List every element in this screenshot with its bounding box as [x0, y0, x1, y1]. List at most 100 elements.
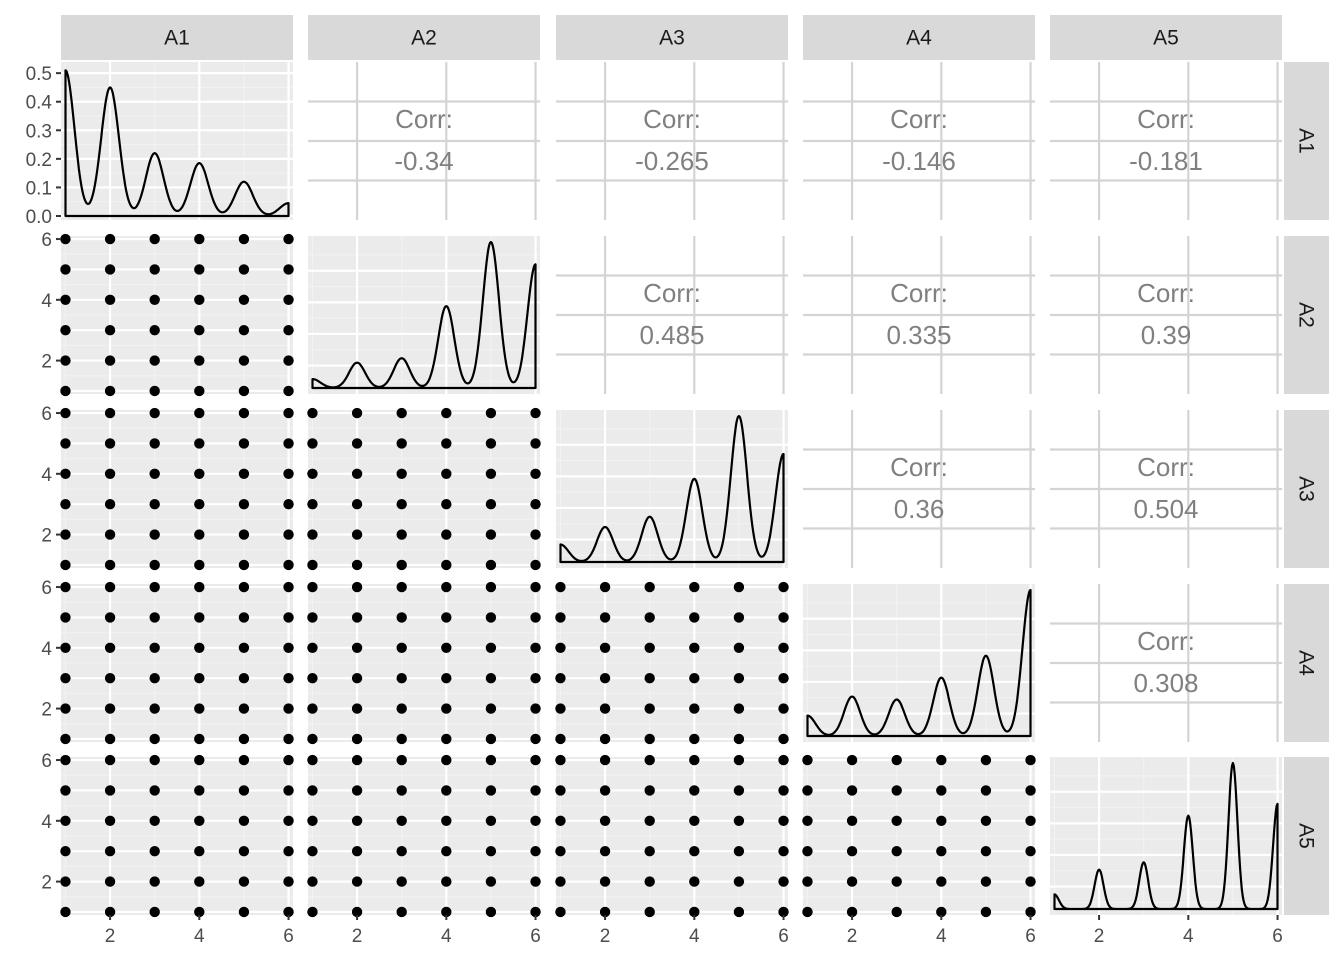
scatter-point	[194, 785, 205, 796]
corr-label: Corr:	[643, 104, 701, 134]
x-tick-label: 2	[600, 926, 611, 947]
scatter-point	[104, 385, 116, 397]
scatter-point	[441, 438, 452, 449]
scatter-point	[396, 612, 407, 623]
scatter-point	[485, 438, 497, 449]
row-strip-A4	[1284, 584, 1329, 742]
scatter-point	[60, 438, 71, 449]
scatter-point	[441, 498, 452, 510]
column-strip-A3	[556, 15, 788, 60]
scatter-point	[194, 733, 205, 745]
scatter-point	[238, 498, 250, 510]
scatter-point	[891, 785, 902, 796]
scatter-point	[485, 581, 497, 593]
column-strip-A5	[1050, 15, 1282, 60]
scatter-point	[238, 529, 250, 540]
scatter-point	[149, 845, 160, 857]
scatter-point	[60, 581, 71, 593]
column-strip-A2	[308, 15, 540, 60]
x-tick-label: 4	[936, 926, 947, 947]
scatter-point	[238, 815, 250, 827]
scatter-point	[104, 407, 116, 419]
scatter-point	[733, 785, 745, 796]
scatter-point	[599, 642, 611, 654]
scatter-point	[530, 754, 541, 766]
scatter-point	[307, 703, 318, 714]
scatter-point	[60, 876, 71, 887]
scatter-point	[194, 845, 205, 857]
scatter-point	[891, 845, 902, 857]
scatter-point	[936, 815, 947, 827]
row-strip-label-A5: A5	[1295, 823, 1318, 849]
scatter-point	[283, 733, 294, 745]
scatter-point	[283, 703, 294, 714]
density-curve-A4	[806, 588, 1032, 738]
scatter-point	[104, 233, 116, 245]
x-tick-label: 2	[847, 926, 858, 947]
scatter-point	[644, 642, 655, 654]
corr-value: -0.146	[882, 146, 956, 176]
scatter-point	[441, 876, 452, 887]
scatter-point	[778, 815, 789, 827]
scatter-point	[530, 468, 541, 480]
scatter-point	[936, 754, 947, 766]
scatter-point	[530, 529, 541, 540]
scatter-point	[980, 876, 992, 887]
scatter-point	[980, 815, 992, 827]
y-tick-label: 6	[41, 751, 52, 772]
scatter-point	[149, 642, 160, 654]
scatter-point	[238, 294, 250, 306]
scatter-point	[104, 529, 116, 540]
scatter-point	[104, 876, 116, 887]
scatter-point	[351, 672, 363, 684]
scatter-point	[238, 785, 250, 796]
scatter-point	[194, 581, 205, 593]
panel-A2-A4: Corr: 0.335	[803, 236, 1035, 394]
scatter-point	[846, 876, 858, 887]
panel-A4-A2	[307, 581, 541, 745]
scatter-point	[778, 703, 789, 714]
scatter-point	[60, 529, 71, 540]
scatter-point	[1025, 785, 1036, 796]
scatter-point	[485, 407, 497, 419]
scatter-point	[599, 703, 611, 714]
scatter-point	[60, 233, 71, 245]
scatter-point	[104, 672, 116, 684]
scatter-point	[60, 703, 71, 714]
scatter-point	[441, 468, 452, 480]
scatter-point	[530, 906, 541, 918]
scatter-point	[307, 754, 318, 766]
scatter-point	[149, 612, 160, 623]
column-strip-label-A5: A5	[1153, 27, 1179, 50]
scatter-point	[599, 733, 611, 745]
scatter-point	[846, 845, 858, 857]
scatter-point	[396, 754, 407, 766]
scatter-point	[238, 233, 250, 245]
scatter-point	[283, 612, 294, 623]
scatter-point	[149, 703, 160, 714]
scatter-point	[396, 733, 407, 745]
corr-label: Corr:	[395, 104, 453, 134]
scatter-point	[194, 703, 205, 714]
scatter-point	[351, 407, 363, 419]
panel-A3-A3	[556, 410, 788, 568]
corr-label: Corr:	[1137, 278, 1195, 308]
scatter-point	[149, 876, 160, 887]
scatter-point	[733, 754, 745, 766]
row-strip-A1	[1284, 62, 1329, 220]
scatter-point	[351, 906, 363, 918]
scatter-point	[644, 815, 655, 827]
corr-value: 0.335	[886, 320, 951, 350]
scatter-point	[238, 438, 250, 449]
scatter-point	[283, 529, 294, 540]
scatter-point	[238, 876, 250, 887]
scatter-point	[194, 355, 205, 366]
corr-label: Corr:	[1137, 626, 1195, 656]
scatter-point	[149, 233, 160, 245]
scatter-point	[351, 612, 363, 623]
scatter-point	[555, 703, 566, 714]
scatter-point	[283, 642, 294, 654]
scatter-point	[396, 876, 407, 887]
scatter-point	[60, 733, 71, 745]
scatter-point	[194, 324, 205, 336]
